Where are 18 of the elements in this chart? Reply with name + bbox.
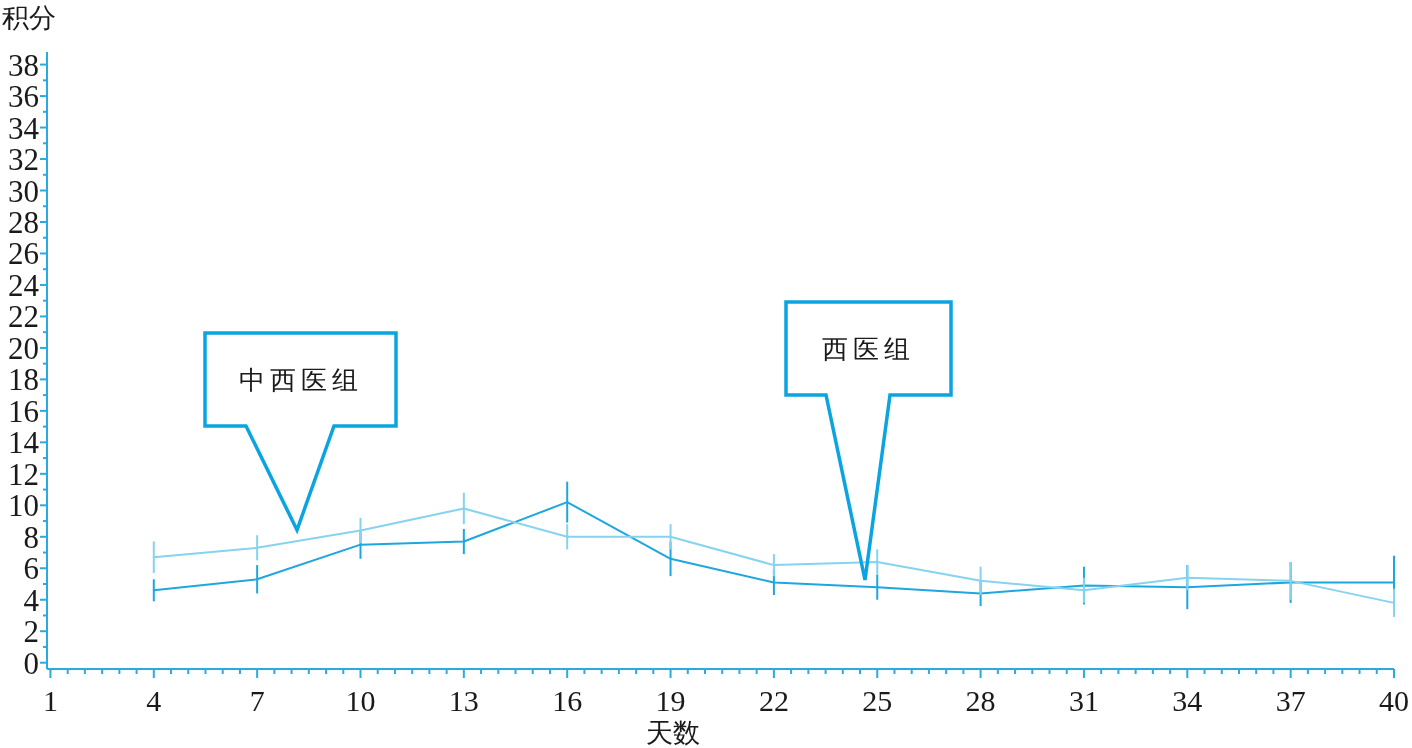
x-tick-label: 10	[345, 684, 376, 717]
x-tick-label: 28	[965, 684, 996, 717]
x-axis-title: 天数	[646, 718, 701, 748]
x-tick-label: 31	[1068, 684, 1099, 717]
x-tick-label: 16	[552, 684, 583, 717]
annotation: 中西医组	[238, 365, 363, 394]
x-tick-label: 34	[1172, 684, 1203, 717]
x-tick-label: 4	[146, 684, 162, 717]
x-tick-label: 25	[862, 684, 893, 717]
x-tick-label: 22	[758, 684, 789, 717]
x-tick-label: 7	[249, 684, 265, 717]
y-axis-title: 积分	[2, 3, 56, 33]
x-tick-label: 37	[1275, 684, 1306, 717]
x-tick-label: 40	[1379, 684, 1409, 717]
annotation: 西医组	[822, 334, 915, 363]
x-tick-label: 1	[42, 684, 58, 717]
x-tick-label: 19	[655, 684, 686, 717]
x-tick-label: 13	[448, 684, 479, 717]
